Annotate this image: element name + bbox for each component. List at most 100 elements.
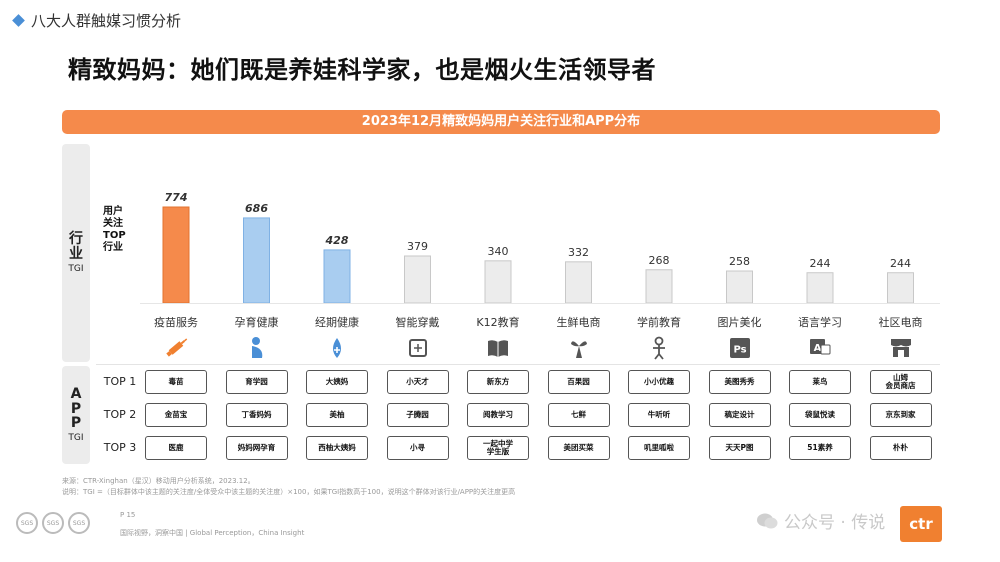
app-cell: 大姨妈 (306, 370, 368, 394)
store-icon (887, 336, 915, 360)
app-cell: 百果园 (547, 370, 610, 394)
bar-经期健康 (323, 249, 351, 304)
bar-社区电商 (887, 272, 914, 304)
plot-label-line: 行业 (103, 242, 123, 253)
drop-icon (323, 336, 351, 360)
industry-char-1: 行 (69, 231, 83, 248)
industry-tgi: TGI (68, 263, 84, 274)
category-label: 智能穿戴 (395, 316, 440, 329)
app-cell: 莱鸟 (789, 370, 851, 394)
app-cell: 叽里呱啦 (628, 436, 690, 460)
app-cell: 毒苗 (145, 370, 207, 394)
diamond-icon (12, 14, 25, 27)
app-rank-label: TOP 2 (103, 408, 137, 421)
category-label: 生鲜电商 (556, 316, 601, 329)
bar-智能穿戴 (404, 255, 431, 304)
pregnancy-icon (243, 336, 271, 360)
app-cell: 医鹿 (145, 436, 207, 460)
svg-text:A: A (814, 343, 822, 354)
book-icon (484, 336, 512, 360)
app-cell: 袋鼠悦读 (789, 403, 851, 427)
watermark-text: 公众号 · 传说 (784, 513, 886, 533)
category-label: 图片美化 (717, 316, 762, 329)
section-tag-text: 八大人群触媒习惯分析 (31, 12, 182, 30)
ps-icon: Ps (726, 336, 754, 360)
sgs-seal-icon: SGS (16, 512, 38, 534)
bar-K12教育 (484, 260, 512, 304)
app-cell: 一起中学 学生版 (467, 436, 529, 460)
value-label: 268 (648, 253, 670, 267)
app-rank-label: TOP 1 (103, 375, 137, 388)
category-label: 社区电商 (878, 316, 923, 329)
ctr-logo: ctr (900, 506, 942, 542)
industry-side-label: 行 业 TGI (62, 144, 90, 362)
footer-slogan: 国际视野，洞察中国 | Global Perception，China Insi… (120, 529, 305, 537)
bar-学前教育 (645, 269, 673, 304)
app-cell: 天天P图 (708, 436, 771, 460)
watermark: 公众号 · 传说 (756, 508, 885, 533)
category-label: 语言学习 (798, 316, 842, 329)
app-cell: 育学园 (225, 370, 288, 394)
child-icon (645, 336, 673, 360)
value-label: 244 (890, 256, 911, 270)
bar-生鲜电商 (565, 261, 592, 304)
app-cell: 金苗宝 (145, 403, 207, 427)
section-divider (96, 364, 940, 365)
footnote-note: 说明：TGI =（目标群体中该主题的关注度/全体受众中该主题的关注度）×100，… (62, 488, 516, 496)
app-cell: 小小优趣 (628, 370, 690, 394)
sgs-seal-icon: SGS (42, 512, 64, 534)
plot-label: 用户 关注 TOP 行业 (103, 206, 139, 254)
page-title: 精致妈妈：她们既是养娃科学家，也是烟火生活领导者 (68, 56, 656, 84)
app-tgi: TGI (68, 433, 84, 444)
app-rank-label: TOP 3 (103, 441, 137, 454)
value-label: 244 (809, 256, 831, 270)
bar-孕育健康 (243, 217, 270, 304)
sgs-seal-icon: SGS (68, 512, 90, 534)
app-cell: 西柚大姨妈 (306, 436, 368, 460)
app-cell: 小天才 (386, 370, 449, 394)
bar-图片美化 (726, 270, 753, 304)
app-cell: 丁香妈妈 (225, 403, 288, 427)
plot-label-line: TOP (103, 230, 126, 241)
app-char-3: P (70, 415, 82, 432)
value-label: 340 (487, 244, 509, 258)
chart-banner: 2023年12月精致妈妈用户关注行业和APP分布 (62, 110, 940, 134)
app-cell: 51素养 (789, 436, 851, 460)
app-side-label: A P P TGI (62, 366, 90, 464)
app-cell: 妈妈网孕育 (225, 436, 288, 460)
industry-char-2: 业 (69, 246, 83, 262)
category-label: 疫苗服务 (154, 316, 198, 329)
wechat-icon (757, 513, 778, 528)
language-icon: A (806, 336, 834, 360)
app-cell: 朴朴 (869, 436, 932, 460)
app-cell: 山姆 会员商店 (869, 370, 932, 394)
bar-疫苗服务 (162, 206, 190, 304)
plot-label-line: 关注 (103, 218, 123, 229)
app-cell: 牛听听 (628, 403, 690, 427)
value-label: 428 (325, 233, 349, 247)
category-label: 学前教育 (637, 316, 681, 329)
plot-label-line: 用户 (103, 206, 123, 217)
value-label: 686 (245, 201, 268, 215)
svg-text:Ps: Ps (733, 345, 746, 356)
section-tag: 八大人群触媒习惯分析 (12, 10, 182, 31)
bar-语言学习 (806, 272, 834, 304)
category-label: K12教育 (476, 316, 520, 329)
app-cell: 美团买菜 (547, 436, 610, 460)
app-cell: 小寻 (386, 436, 449, 460)
app-cell: 阅教学习 (467, 403, 529, 427)
category-label: 孕育健康 (234, 316, 279, 329)
app-cell: 七鲜 (547, 403, 610, 427)
value-label: 258 (729, 255, 750, 268)
app-cell: 新东方 (467, 370, 529, 394)
app-cell: 美柚 (306, 403, 368, 427)
app-char-2: P (70, 400, 82, 417)
vegetable-icon (565, 336, 593, 360)
app-cell: 京东到家 (869, 403, 932, 427)
value-label: 774 (164, 191, 188, 204)
value-label: 379 (407, 239, 428, 253)
category-label: 经期健康 (315, 316, 359, 329)
syringe-icon (162, 336, 190, 360)
value-label: 332 (568, 245, 589, 259)
app-char-1: A (70, 385, 82, 402)
